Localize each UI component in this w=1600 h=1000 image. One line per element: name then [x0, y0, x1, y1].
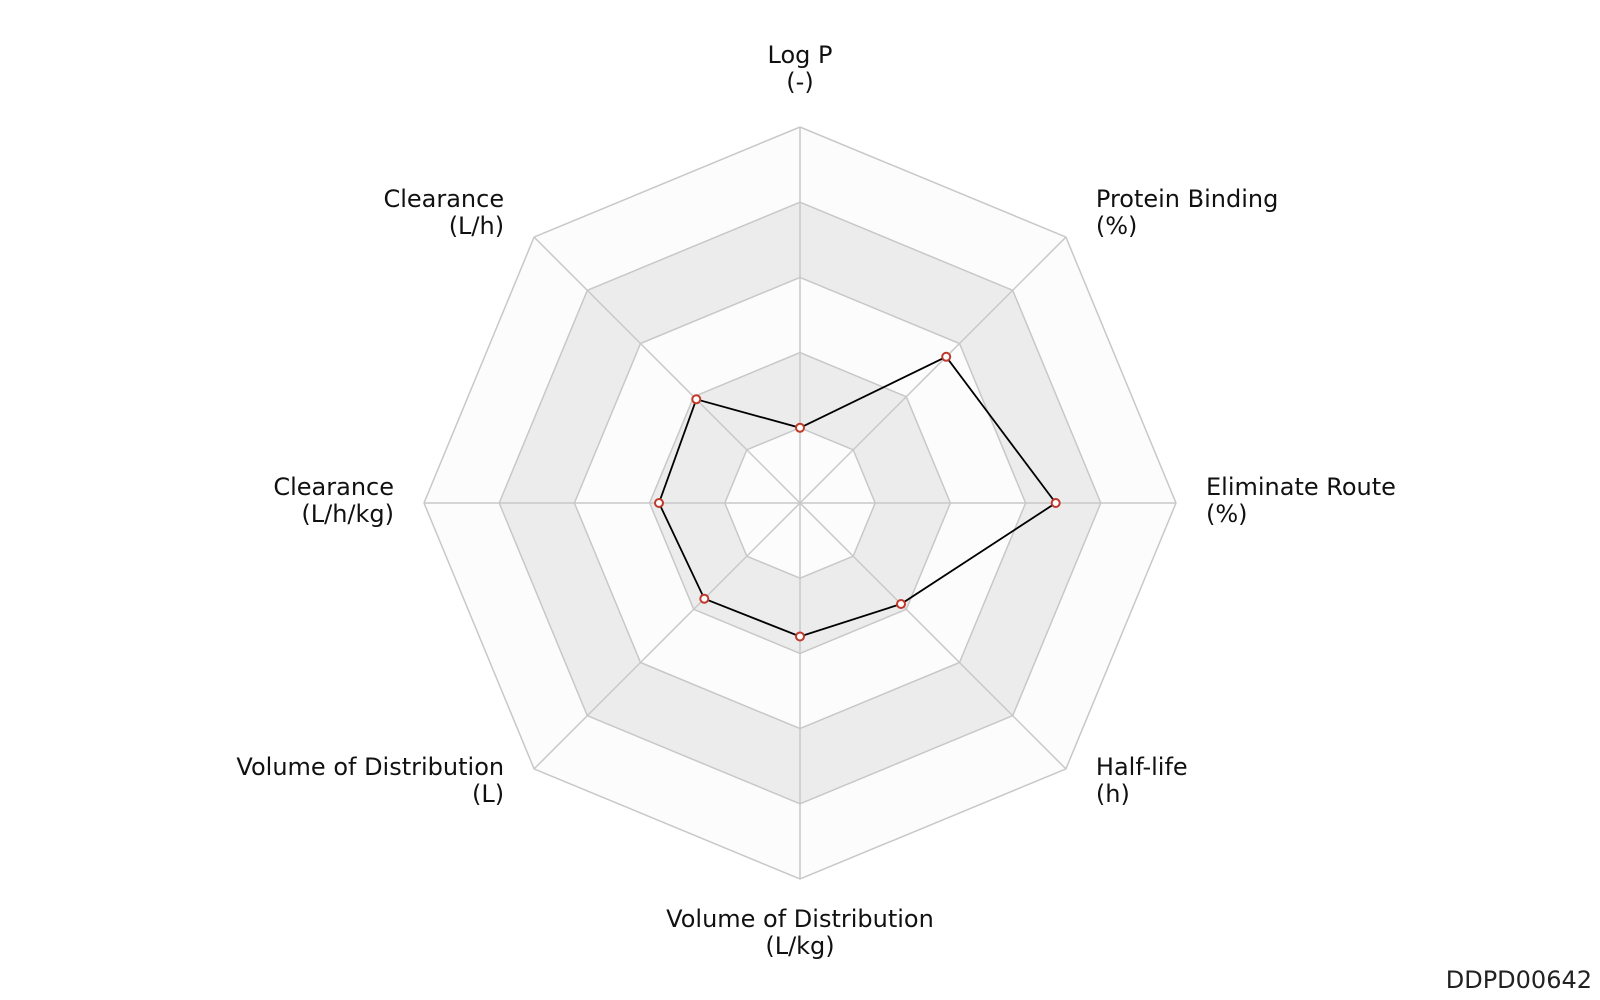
axis-label-unit: (L/h/kg) — [301, 500, 394, 528]
axis-label-name: Protein Binding — [1096, 185, 1278, 213]
data-point-0 — [795, 422, 805, 433]
axis-label-0: Log P (-) — [768, 41, 833, 96]
axis-label-7: Clearance (L/h) — [383, 185, 504, 240]
axis-labels: Log P (-)Protein Binding (%)Eliminate Rout… — [236, 41, 1396, 960]
axis-spoke-5 — [533, 502, 801, 770]
axis-label-name: Eliminate Route — [1206, 473, 1396, 501]
axis-label-4: Volume of Distribution (L/kg) — [666, 905, 934, 960]
axis-label-6: Clearance (L/h/kg) — [273, 473, 394, 528]
data-point-1 — [941, 351, 952, 362]
data-point-2 — [1050, 498, 1061, 508]
axis-label-3: Half-life (h) — [1096, 753, 1188, 808]
axis-label-name: Half-life — [1096, 753, 1188, 781]
axis-spoke-1 — [799, 236, 1067, 504]
axis-label-unit: (L/h) — [449, 212, 504, 240]
axis-label-name: Volume of Distribution — [236, 753, 504, 781]
figure-id: DDPD00642 — [1445, 966, 1592, 994]
axis-spoke-3 — [799, 502, 1067, 770]
axis-label-unit: (h) — [1096, 780, 1130, 808]
radar-spokes — [424, 127, 1176, 879]
axis-label-1: Protein Binding (%) — [1096, 185, 1278, 240]
data-point-6 — [654, 498, 664, 508]
axis-label-name: Log P — [768, 41, 833, 69]
axis-label-name: Clearance — [273, 473, 394, 501]
axis-label-5: Volume of Distribution (L) — [236, 753, 504, 808]
data-point-4 — [795, 631, 805, 642]
axis-label-unit: (L/kg) — [765, 932, 834, 960]
data-point-7 — [691, 394, 702, 405]
axis-label-unit: (-) — [786, 68, 813, 96]
axis-label-name: Volume of Distribution — [666, 905, 934, 933]
axis-label-unit: (L) — [472, 780, 504, 808]
axis-label-unit: (%) — [1096, 212, 1138, 240]
radar-series — [654, 351, 1061, 642]
axis-spoke-7 — [533, 236, 801, 504]
data-point-3 — [896, 599, 906, 609]
axis-label-name: Clearance — [383, 185, 504, 213]
axis-label-2: Eliminate Route (%) — [1206, 473, 1396, 528]
axis-label-unit: (%) — [1206, 500, 1248, 528]
data-point-5 — [699, 593, 710, 604]
